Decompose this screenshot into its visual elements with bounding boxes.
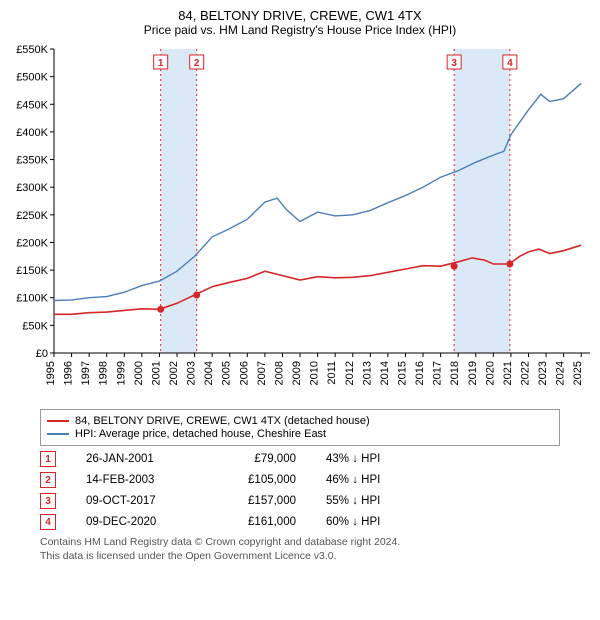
sale-price: £161,000 bbox=[216, 516, 296, 528]
sale-date: 26-JAN-2001 bbox=[86, 453, 186, 465]
sale-pct-vs-hpi: 55% ↓ HPI bbox=[326, 495, 436, 507]
legend: 84, BELTONY DRIVE, CREWE, CW1 4TX (detac… bbox=[40, 409, 560, 446]
sale-row: 3 09-OCT-2017 £157,000 55% ↓ HPI bbox=[40, 493, 560, 509]
svg-text:2017: 2017 bbox=[432, 361, 444, 385]
sale-date: 09-DEC-2020 bbox=[86, 516, 186, 528]
legend-swatch bbox=[47, 433, 69, 435]
svg-text:£300K: £300K bbox=[16, 182, 48, 194]
svg-text:£100K: £100K bbox=[16, 293, 48, 305]
svg-text:2018: 2018 bbox=[449, 361, 461, 385]
svg-text:2003: 2003 bbox=[186, 361, 198, 385]
svg-text:£250K: £250K bbox=[16, 210, 48, 222]
svg-text:2014: 2014 bbox=[379, 361, 391, 385]
svg-text:1996: 1996 bbox=[63, 361, 75, 385]
svg-text:£50K: £50K bbox=[22, 320, 48, 332]
svg-text:£450K: £450K bbox=[16, 99, 48, 111]
sale-row: 2 14-FEB-2003 £105,000 46% ↓ HPI bbox=[40, 472, 560, 488]
sale-date: 09-OCT-2017 bbox=[86, 495, 186, 507]
svg-text:2000: 2000 bbox=[133, 361, 145, 385]
svg-text:2023: 2023 bbox=[537, 361, 549, 385]
svg-text:£550K: £550K bbox=[16, 44, 48, 56]
svg-text:1995: 1995 bbox=[45, 361, 57, 385]
legend-item: HPI: Average price, detached house, Ches… bbox=[47, 428, 553, 440]
svg-text:£350K: £350K bbox=[16, 155, 48, 167]
svg-text:2012: 2012 bbox=[344, 361, 356, 385]
svg-text:£200K: £200K bbox=[16, 237, 48, 249]
chart-subtitle: Price paid vs. HM Land Registry's House … bbox=[0, 23, 600, 43]
sale-row: 1 26-JAN-2001 £79,000 43% ↓ HPI bbox=[40, 451, 560, 467]
sale-pct-vs-hpi: 43% ↓ HPI bbox=[326, 453, 436, 465]
svg-text:£500K: £500K bbox=[16, 72, 48, 84]
price-chart: £0 £50K £100K £150K £200K £250K £300K £350K £400… bbox=[0, 43, 600, 403]
chart-container: { "title": "84, BELTONY DRIVE, CREWE, CW… bbox=[0, 0, 600, 563]
svg-text:2004: 2004 bbox=[203, 361, 215, 385]
svg-text:2007: 2007 bbox=[256, 361, 268, 385]
svg-text:1997: 1997 bbox=[80, 361, 92, 385]
sale-marker-badge: 4 bbox=[40, 514, 56, 530]
svg-text:2025: 2025 bbox=[572, 361, 584, 385]
svg-text:£0: £0 bbox=[36, 348, 48, 360]
sale-date: 14-FEB-2003 bbox=[86, 474, 186, 486]
sale-marker-badge: 3 bbox=[40, 493, 56, 509]
svg-text:2022: 2022 bbox=[519, 361, 531, 385]
sale-price: £105,000 bbox=[216, 474, 296, 486]
footer-line-1: Contains HM Land Registry data © Crown c… bbox=[40, 536, 560, 550]
svg-text:2006: 2006 bbox=[238, 361, 250, 385]
svg-text:2011: 2011 bbox=[326, 361, 338, 385]
svg-text:2005: 2005 bbox=[221, 361, 233, 385]
svg-text:2024: 2024 bbox=[555, 361, 567, 385]
svg-text:2015: 2015 bbox=[396, 361, 408, 385]
sale-row: 4 09-DEC-2020 £161,000 60% ↓ HPI bbox=[40, 514, 560, 530]
legend-swatch bbox=[47, 420, 69, 422]
sale-pct-vs-hpi: 60% ↓ HPI bbox=[326, 516, 436, 528]
sale-marker-badge: 1 bbox=[40, 451, 56, 467]
sale-price: £79,000 bbox=[216, 453, 296, 465]
svg-text:2008: 2008 bbox=[273, 361, 285, 385]
svg-text:2010: 2010 bbox=[309, 361, 321, 385]
svg-text:2016: 2016 bbox=[414, 361, 426, 385]
sales-table: 1 26-JAN-2001 £79,000 43% ↓ HPI 2 14-FEB-2003… bbox=[40, 451, 560, 530]
svg-text:£150K: £150K bbox=[16, 265, 48, 277]
svg-text:2002: 2002 bbox=[168, 361, 180, 385]
legend-label: 84, BELTONY DRIVE, CREWE, CW1 4TX (detac… bbox=[75, 415, 370, 427]
svg-text:2013: 2013 bbox=[361, 361, 373, 385]
svg-text:3: 3 bbox=[451, 58, 457, 69]
svg-text:2001: 2001 bbox=[150, 361, 162, 385]
chart-title: 84, BELTONY DRIVE, CREWE, CW1 4TX bbox=[0, 0, 600, 23]
svg-text:1999: 1999 bbox=[115, 361, 127, 385]
legend-item: 84, BELTONY DRIVE, CREWE, CW1 4TX (detac… bbox=[47, 415, 553, 427]
svg-text:2021: 2021 bbox=[502, 361, 514, 385]
svg-text:1: 1 bbox=[158, 58, 164, 69]
svg-text:2: 2 bbox=[194, 58, 200, 69]
footer-line-2: This data is licensed under the Open Gov… bbox=[40, 550, 560, 564]
svg-text:2019: 2019 bbox=[467, 361, 479, 385]
legend-label: HPI: Average price, detached house, Ches… bbox=[75, 428, 326, 440]
sale-pct-vs-hpi: 46% ↓ HPI bbox=[326, 474, 436, 486]
footer-attribution: Contains HM Land Registry data © Crown c… bbox=[40, 536, 560, 563]
svg-text:£400K: £400K bbox=[16, 127, 48, 139]
svg-text:1998: 1998 bbox=[98, 361, 110, 385]
svg-text:4: 4 bbox=[507, 58, 513, 69]
svg-text:2020: 2020 bbox=[484, 361, 496, 385]
sale-price: £157,000 bbox=[216, 495, 296, 507]
sale-marker-badge: 2 bbox=[40, 472, 56, 488]
svg-text:2009: 2009 bbox=[291, 361, 303, 385]
